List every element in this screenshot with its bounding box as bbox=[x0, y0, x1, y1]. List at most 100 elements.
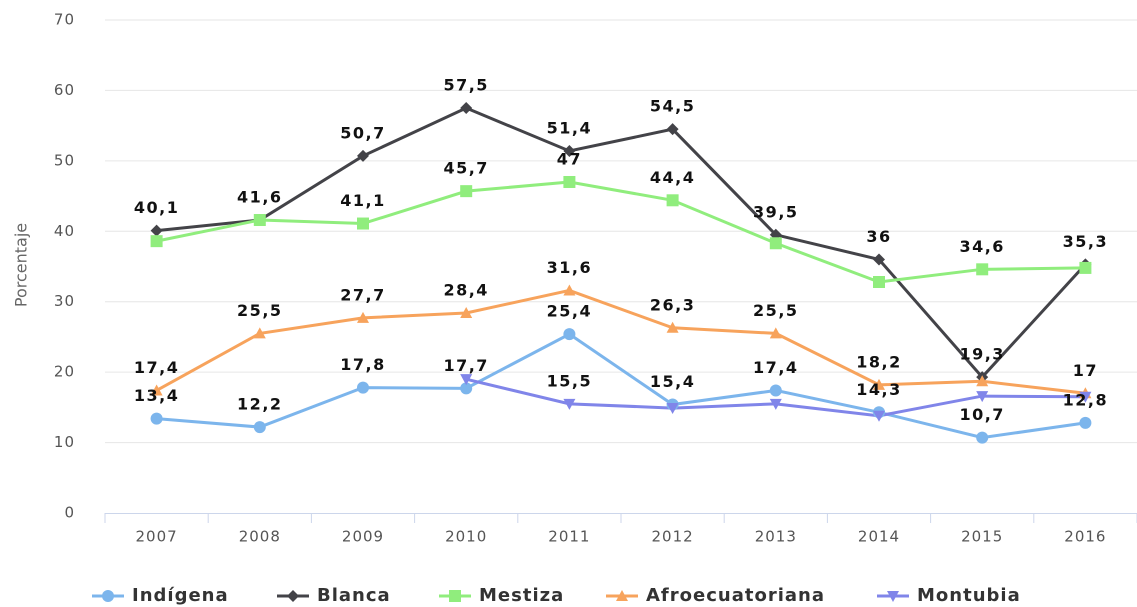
data-label: 26,3 bbox=[650, 295, 695, 314]
marker bbox=[1079, 261, 1092, 274]
data-label: 36 bbox=[866, 227, 891, 246]
marker bbox=[253, 327, 266, 339]
data-label: 27,7 bbox=[340, 285, 385, 304]
data-label: 25,5 bbox=[753, 301, 798, 320]
marker bbox=[460, 102, 473, 115]
data-label: 17,8 bbox=[340, 355, 385, 374]
marker bbox=[976, 263, 989, 276]
data-label: 57,5 bbox=[443, 76, 488, 95]
data-label: 15,4 bbox=[650, 372, 695, 391]
data-label: 41,6 bbox=[237, 188, 282, 207]
marker bbox=[616, 590, 628, 601]
x-tick-label: 2011 bbox=[548, 528, 590, 546]
marker bbox=[150, 412, 163, 425]
marker bbox=[150, 384, 163, 396]
marker bbox=[150, 224, 163, 237]
legend-label: Blanca bbox=[317, 585, 391, 606]
y-tick-label: 70 bbox=[54, 11, 75, 29]
marker bbox=[563, 144, 576, 157]
x-tick-label: 2010 bbox=[445, 528, 487, 546]
data-label: 14,3 bbox=[856, 380, 901, 399]
marker bbox=[460, 306, 473, 318]
marker bbox=[563, 175, 576, 188]
data-label: 17,4 bbox=[134, 358, 179, 377]
legend-item: Montubia bbox=[877, 585, 1021, 606]
y-axis-label: Porcentaje bbox=[12, 223, 31, 307]
data-label: 44,4 bbox=[650, 168, 695, 187]
data-label: 41,1 bbox=[340, 191, 385, 210]
y-tick-label: 0 bbox=[64, 504, 75, 522]
marker bbox=[873, 275, 885, 288]
marker bbox=[769, 237, 782, 250]
marker bbox=[887, 591, 899, 602]
data-label: 10,7 bbox=[959, 405, 1004, 424]
marker bbox=[873, 253, 885, 266]
series-line bbox=[156, 106, 1087, 380]
marker bbox=[460, 185, 473, 198]
y-tick-label: 30 bbox=[54, 292, 75, 310]
x-tick-label: 2007 bbox=[136, 528, 178, 546]
data-label: 17,7 bbox=[443, 356, 488, 375]
data-label: 25,5 bbox=[237, 301, 282, 320]
marker bbox=[357, 149, 369, 162]
marker bbox=[449, 590, 461, 602]
data-label: 39,5 bbox=[753, 202, 798, 221]
marker bbox=[460, 382, 473, 395]
marker bbox=[1079, 416, 1092, 429]
data-label: 13,4 bbox=[134, 386, 179, 405]
data-label: 17 bbox=[1073, 361, 1098, 380]
marker bbox=[460, 374, 473, 386]
legend-item: Afroecuatoriana bbox=[606, 585, 825, 606]
data-label: 15,5 bbox=[547, 371, 592, 390]
x-tick-label: 2009 bbox=[342, 528, 384, 546]
marker bbox=[873, 378, 885, 390]
data-label: 50,7 bbox=[340, 123, 385, 142]
marker bbox=[287, 590, 299, 602]
legend-item: Indígena bbox=[92, 585, 229, 606]
legend-item: Blanca bbox=[277, 585, 391, 606]
marker bbox=[253, 214, 266, 227]
marker bbox=[769, 384, 782, 397]
legend-label: Montubia bbox=[917, 585, 1021, 606]
marker bbox=[563, 328, 576, 341]
data-label: 31,6 bbox=[547, 258, 592, 277]
series-line bbox=[156, 180, 1086, 284]
data-label: 25,4 bbox=[547, 302, 592, 321]
marker bbox=[253, 421, 266, 434]
data-label: 51,4 bbox=[547, 118, 592, 137]
data-label: 12,2 bbox=[237, 395, 282, 414]
marker bbox=[976, 431, 989, 444]
marker bbox=[769, 327, 782, 339]
x-tick-label: 2012 bbox=[652, 528, 694, 546]
data-label: 12,8 bbox=[1063, 390, 1108, 409]
data-label: 47 bbox=[557, 149, 582, 168]
data-label: 45,7 bbox=[443, 159, 488, 178]
y-tick-label: 10 bbox=[54, 433, 75, 451]
y-tick-label: 60 bbox=[54, 81, 75, 99]
x-tick-label: 2013 bbox=[755, 528, 797, 546]
x-tick-label: 2008 bbox=[239, 528, 281, 546]
marker bbox=[1079, 391, 1092, 403]
y-tick-label: 40 bbox=[54, 222, 75, 240]
marker bbox=[563, 284, 576, 296]
legend-label: Mestiza bbox=[479, 585, 564, 606]
series-line bbox=[155, 288, 1086, 395]
marker bbox=[150, 235, 163, 248]
series-line bbox=[156, 332, 1086, 440]
marker bbox=[666, 403, 679, 415]
marker bbox=[563, 398, 576, 410]
marker bbox=[357, 311, 369, 323]
marker bbox=[873, 410, 885, 422]
legend-label: Afroecuatoriana bbox=[646, 585, 825, 606]
data-label: 17,4 bbox=[753, 358, 798, 377]
marker bbox=[976, 375, 989, 387]
marker bbox=[102, 590, 114, 602]
data-label: 35,3 bbox=[1063, 232, 1108, 251]
data-label: 28,4 bbox=[443, 280, 488, 299]
data-label: 19,3 bbox=[959, 345, 1004, 364]
y-tick-label: 20 bbox=[54, 363, 75, 381]
x-tick-label: 2015 bbox=[961, 528, 1003, 546]
legend-label: Indígena bbox=[132, 585, 229, 606]
marker bbox=[666, 194, 679, 207]
